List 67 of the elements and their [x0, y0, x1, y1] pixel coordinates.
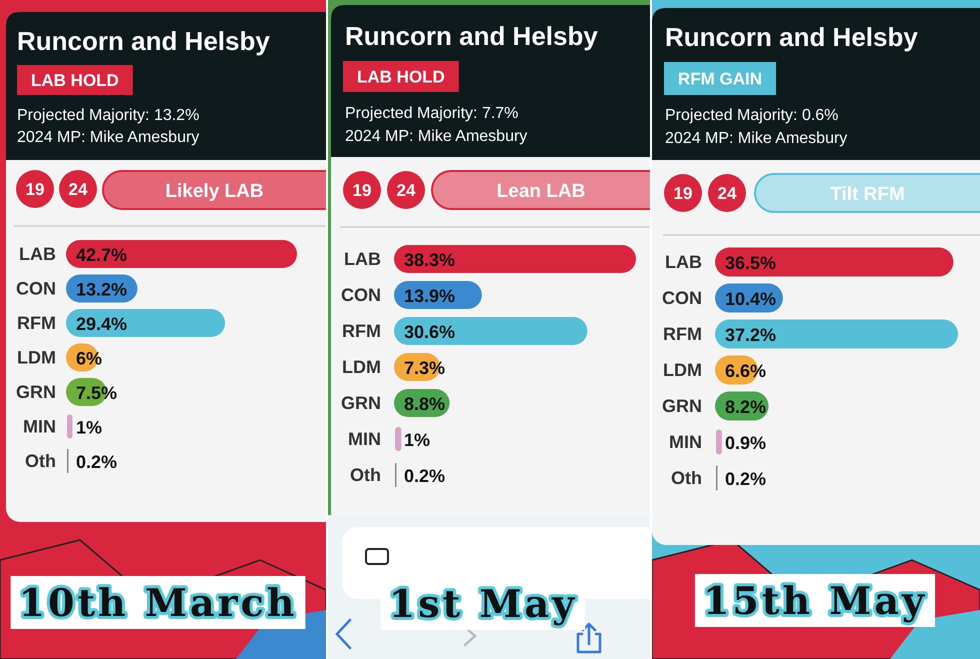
y-tick-label: GRN [16, 382, 56, 402]
data-label: 0.2% [404, 466, 446, 486]
y-tick-label: RFM [663, 324, 702, 344]
text: 15th May [702, 578, 928, 623]
y-tick-label: RFM [342, 321, 381, 341]
y-tick-label: LDM [17, 348, 56, 368]
bar [66, 240, 297, 268]
text: Projected Majority: 13.2% [17, 107, 200, 124]
y-tick-label: RFM [17, 313, 56, 333]
text: 24 [718, 184, 737, 203]
y-tick-label: Oth [671, 468, 702, 488]
text: 19 [674, 184, 692, 203]
text: 2024 MP: Mike Amesbury [17, 129, 200, 146]
data-label: 30.6% [404, 322, 456, 342]
text: 19 [352, 181, 372, 200]
bar [715, 320, 958, 348]
data-label: 42.7% [76, 245, 128, 265]
data-label: 10.4% [725, 289, 776, 309]
bar [715, 248, 954, 276]
y-tick-label: GRN [662, 396, 702, 416]
text: 19 [26, 180, 44, 199]
text: Likely LAB [165, 181, 264, 202]
text: Projected Majority: 0.6% [665, 107, 838, 124]
text: Projected Majority: 7.7% [345, 105, 518, 122]
text: Tilt RFM [830, 184, 905, 205]
y-tick-label: MIN [669, 432, 702, 452]
y-tick-label: Oth [25, 451, 56, 471]
data-label: 38.3% [404, 250, 456, 270]
data-label: 8.8% [404, 394, 446, 414]
y-tick-label: CON [341, 285, 381, 305]
chart-title: Runcorn and Helsby [345, 21, 598, 51]
data-label: 0.2% [725, 469, 766, 489]
chart-title: Runcorn and Helsby [665, 22, 918, 52]
text: 2024 MP: Mike Amesbury [345, 128, 528, 145]
text: 24 [68, 180, 88, 199]
y-tick-label: MIN [348, 429, 381, 449]
data-label: 0.9% [725, 433, 766, 453]
text: LAB HOLD [357, 68, 445, 86]
y-tick-label: GRN [341, 393, 381, 413]
text: 10th March [18, 580, 298, 625]
y-tick-label: LAB [344, 249, 381, 269]
y-tick-label: LAB [19, 244, 56, 264]
text: 2024 MP: Mike Amesbury [665, 130, 848, 147]
y-tick-label: LAB [665, 252, 702, 272]
text: 1st May [388, 581, 578, 626]
text: RFM GAIN [678, 70, 762, 88]
data-label: 29.4% [76, 314, 128, 334]
data-label: 1% [404, 430, 430, 450]
bar [394, 245, 636, 273]
data-label: 0.2% [76, 452, 118, 472]
y-tick-label: CON [662, 288, 702, 308]
bar [394, 317, 588, 345]
text: 24 [396, 181, 416, 200]
y-tick-label: MIN [23, 416, 56, 436]
data-label: 1% [76, 418, 102, 438]
data-label: 37.2% [725, 325, 776, 345]
text: LAB HOLD [31, 71, 119, 90]
data-label: 8.2% [725, 397, 766, 417]
y-tick-label: Oth [350, 465, 381, 485]
y-tick-label: LDM [342, 357, 381, 377]
data-label: 36.5% [725, 253, 776, 273]
data-label: 13.9% [404, 286, 456, 306]
chart-title: Runcorn and Helsby [17, 26, 270, 56]
data-label: 13.2% [76, 280, 128, 300]
y-tick-label: LDM [663, 360, 702, 380]
text: Lean LAB [496, 181, 586, 202]
y-tick-label: CON [16, 278, 56, 298]
